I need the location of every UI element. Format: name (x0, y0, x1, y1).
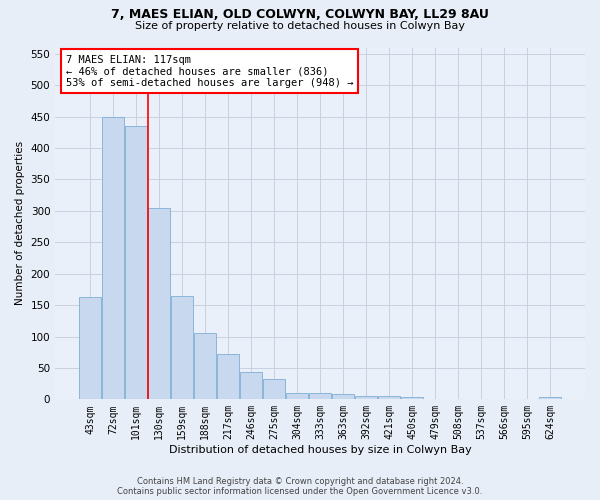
Text: 7 MAES ELIAN: 117sqm
← 46% of detached houses are smaller (836)
53% of semi-deta: 7 MAES ELIAN: 117sqm ← 46% of detached h… (66, 54, 353, 88)
Bar (447, 398, 469, 400)
Bar (378, 396, 400, 400)
Text: Size of property relative to detached houses in Colwyn Bay: Size of property relative to detached ho… (135, 21, 465, 31)
Bar (401, 397, 423, 400)
Bar (240, 372, 262, 400)
Bar (516, 398, 538, 400)
Bar (148, 208, 170, 400)
Bar (355, 396, 377, 400)
Text: 7, MAES ELIAN, OLD COLWYN, COLWYN BAY, LL29 8AU: 7, MAES ELIAN, OLD COLWYN, COLWYN BAY, L… (111, 8, 489, 20)
Bar (102, 116, 124, 400)
Y-axis label: Number of detached properties: Number of detached properties (15, 142, 25, 306)
Bar (286, 393, 308, 400)
Bar (217, 354, 239, 400)
Bar (125, 126, 147, 400)
Bar (263, 379, 285, 400)
Bar (171, 296, 193, 400)
X-axis label: Distribution of detached houses by size in Colwyn Bay: Distribution of detached houses by size … (169, 445, 472, 455)
Bar (424, 398, 446, 400)
Bar (539, 398, 561, 400)
Bar (470, 398, 492, 400)
Bar (493, 398, 515, 400)
Bar (79, 297, 101, 400)
Bar (194, 334, 216, 400)
Bar (309, 393, 331, 400)
Text: Contains HM Land Registry data © Crown copyright and database right 2024.
Contai: Contains HM Land Registry data © Crown c… (118, 476, 482, 496)
Bar (332, 394, 354, 400)
